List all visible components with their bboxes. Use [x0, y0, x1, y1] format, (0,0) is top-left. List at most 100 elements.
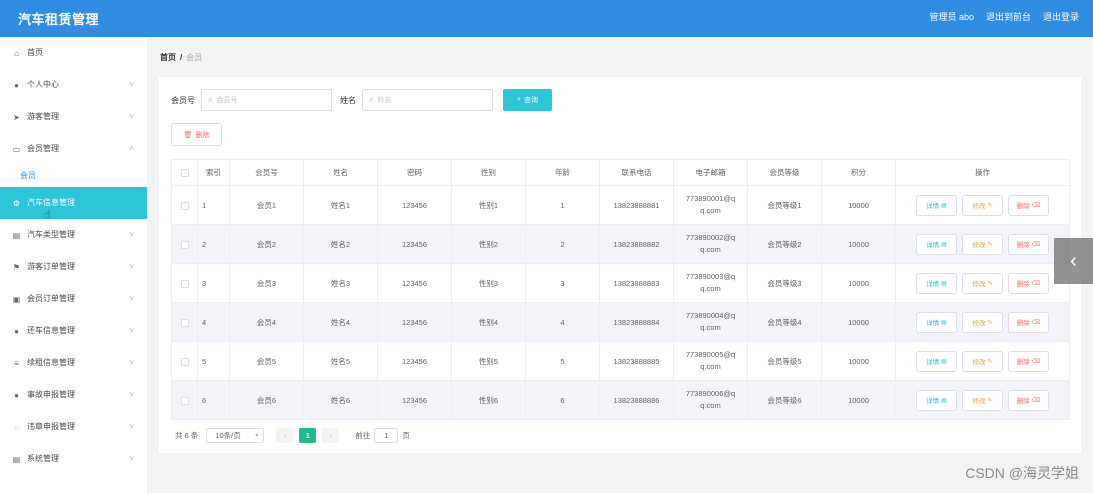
cell-name: 姓名4: [303, 302, 378, 342]
page-size-select[interactable]: 10条/页 ▾: [206, 428, 265, 443]
cell-gender: 性别5: [451, 341, 526, 381]
chevron-down-icon: ˅: [129, 454, 134, 463]
delete-button-label: 删除: [1016, 242, 1030, 249]
column-header: 电子邮箱: [673, 159, 748, 186]
watermark: CSDN @海灵学姐: [965, 465, 1079, 481]
cell-index: 5: [197, 341, 230, 381]
row-select-cell[interactable]: [171, 341, 198, 381]
sidebar-item[interactable]: ➤ 游客管理 ˅: [0, 101, 147, 133]
cell-email: 773890004@q q.com: [673, 302, 748, 342]
cell-age: 3: [525, 263, 600, 303]
delete-button[interactable]: 删除 ⌫: [1008, 389, 1049, 411]
cell-level: 会员等级5: [747, 341, 822, 381]
edit-button-label: 修改: [972, 203, 986, 210]
select-all-cell[interactable]: [171, 159, 198, 186]
member-no-input[interactable]: ⌕ 会员号: [201, 89, 332, 111]
flag-icon: ⚑: [12, 262, 21, 272]
select-all-checkbox[interactable]: [180, 169, 189, 177]
sidebar-item[interactable]: ● 还车信息管理 ˅: [0, 315, 147, 347]
edit-button-label: 修改: [972, 281, 986, 288]
delete-button-label: 删除: [1016, 359, 1030, 366]
send-icon: ➤: [13, 112, 20, 122]
sidebar-item[interactable]: ▣ 会员订单管理 ˅: [0, 283, 147, 315]
row-checkbox[interactable]: [180, 240, 189, 249]
table-row: 3 会员3 姓名3 123456 性别3 3 13823888883 773890003@q q…: [171, 263, 1070, 303]
cell-age: 5: [525, 341, 600, 381]
detail-button[interactable]: 详情 ▤: [916, 350, 957, 372]
cell-index: 1: [197, 185, 230, 225]
sidebar-item[interactable]: ● 个人中心 ˅: [0, 69, 147, 101]
delete-button[interactable]: 删除 ⌫: [1008, 350, 1049, 372]
delete-button[interactable]: 删除 ⌫: [1008, 311, 1049, 333]
cell-password: 123456: [377, 263, 452, 303]
edit-button[interactable]: 修改 ✎: [962, 272, 1003, 294]
row-checkbox[interactable]: [180, 357, 189, 366]
page-number-current[interactable]: 1: [299, 428, 317, 443]
cell-phone: 13823888886: [599, 380, 674, 420]
row-checkbox[interactable]: [180, 396, 189, 405]
trash-icon: ⌫: [1031, 397, 1041, 404]
name-input[interactable]: ⌕ 姓名: [362, 89, 493, 111]
collapse-toggle-button[interactable]: ‹: [1054, 238, 1093, 284]
cell-email: 773890005@q q.com: [673, 341, 748, 381]
row-select-cell[interactable]: [171, 185, 198, 225]
cell-email: 773890006@q q.com: [673, 380, 748, 420]
cell-member-no: 会员1: [229, 185, 304, 225]
chevron-up-icon: ˄: [129, 144, 134, 153]
sidebar-item[interactable]: ▤ 汽车类型管理 ˅: [0, 219, 147, 251]
column-header: 姓名: [303, 159, 378, 186]
edit-button[interactable]: 修改 ✎: [962, 233, 1003, 255]
delete-button-label: 删除: [1016, 281, 1030, 288]
cell-actions: 详情 ▤ 修改 ✎ 删除 ⌫: [895, 341, 1070, 381]
sidebar-item[interactable]: ◌ 违章申报管理 ˅: [0, 411, 147, 443]
prev-page-button[interactable]: ‹: [276, 428, 294, 443]
column-header: 年龄: [525, 159, 600, 186]
row-select-cell[interactable]: [171, 380, 198, 420]
row-select-cell[interactable]: [171, 224, 198, 264]
edit-button[interactable]: 修改 ✎: [962, 389, 1003, 411]
sidebar-item[interactable]: ⚙ 汽车信息管理 ☝: [0, 187, 147, 221]
email-line-1: 773890004@q: [685, 311, 736, 320]
sidebar-subitem-member[interactable]: 会员: [20, 171, 36, 180]
edit-button[interactable]: 修改 ✎: [962, 194, 1003, 216]
query-button[interactable]: ⌕ 查询: [503, 89, 552, 111]
logout-link[interactable]: 退出登录: [1042, 12, 1079, 22]
sidebar-item[interactable]: ▭ 会员管理 ˄: [0, 133, 147, 165]
sidebar-item-label: 违章申报管理: [27, 422, 75, 431]
detail-button[interactable]: 详情 ▤: [916, 311, 957, 333]
delete-button-label: 删除: [1016, 320, 1030, 327]
row-select-cell[interactable]: [171, 302, 198, 342]
sidebar-item[interactable]: ▤ 系统管理 ˅: [0, 443, 147, 475]
edit-button[interactable]: 修改 ✎: [962, 350, 1003, 372]
goto-label: 前往: [355, 431, 371, 440]
edit-button[interactable]: 修改 ✎: [962, 311, 1003, 333]
next-page-button[interactable]: ›: [322, 428, 340, 443]
sidebar-item[interactable]: ● 事故申报管理 ˅: [0, 379, 147, 411]
sidebar-item[interactable]: ⌂ 首页: [0, 37, 147, 69]
row-checkbox[interactable]: [180, 279, 189, 288]
cell-level: 会员等级3: [747, 263, 822, 303]
back-to-front-link[interactable]: 退出到前台: [985, 12, 1031, 22]
delete-button[interactable]: 删除 ⌫: [1008, 194, 1049, 216]
email-line-2: q.com: [700, 206, 721, 215]
cell-password: 123456: [377, 302, 452, 342]
detail-button[interactable]: 详情 ▤: [916, 194, 957, 216]
row-checkbox[interactable]: [180, 201, 189, 210]
row-checkbox[interactable]: [180, 318, 189, 327]
sidebar-item[interactable]: ⚑ 游客订单管理 ˅: [0, 251, 147, 283]
email-line-2: q.com: [700, 401, 721, 410]
row-select-cell[interactable]: [171, 263, 198, 303]
detail-button[interactable]: 详情 ▤: [916, 272, 957, 294]
delete-button[interactable]: 删除 ⌫: [1008, 272, 1049, 294]
batch-delete-button[interactable]: 🗑 删除: [171, 123, 222, 146]
name-placeholder: 姓名: [377, 97, 392, 104]
page-suffix: 页: [402, 431, 410, 440]
breadcrumb-home[interactable]: 首页: [160, 53, 176, 62]
goto-page-input[interactable]: 1: [374, 428, 399, 443]
cell-phone: 13823888885: [599, 341, 674, 381]
detail-button[interactable]: 详情 ▤: [916, 389, 957, 411]
delete-button[interactable]: 删除 ⌫: [1008, 233, 1049, 255]
detail-button[interactable]: 详情 ▤: [916, 233, 957, 255]
column-header: 联系电话: [599, 159, 674, 186]
sidebar-item[interactable]: ≡ 续租信息管理 ˅: [0, 347, 147, 379]
